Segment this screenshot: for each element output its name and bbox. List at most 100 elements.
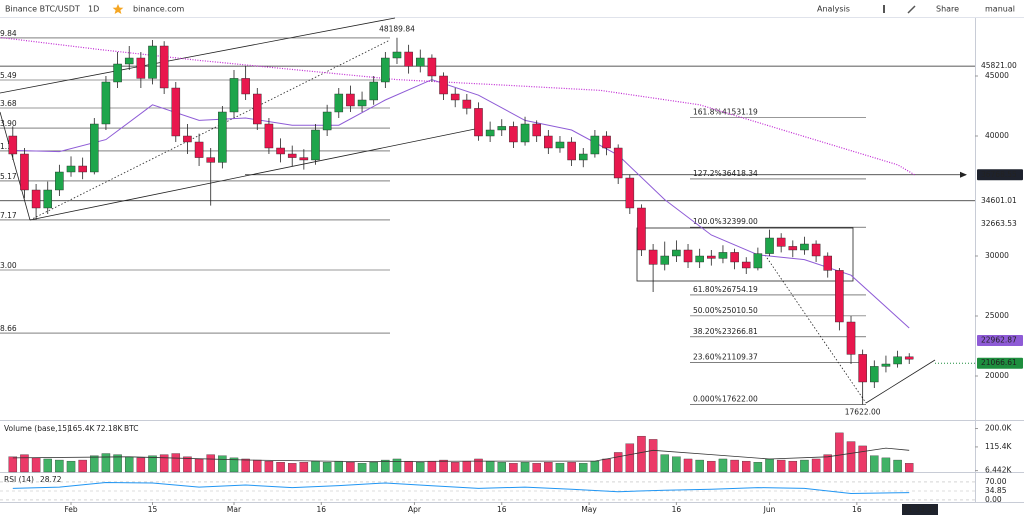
volume-bar [590, 460, 600, 473]
volume-bar [90, 455, 99, 473]
x-tick-label: 16 [852, 505, 862, 514]
time-label: 21:33:37 [903, 505, 937, 514]
moving-average [12, 79, 910, 329]
candle-body [287, 153, 297, 158]
candle-body [520, 123, 530, 143]
fib-percent: 50.00% [693, 306, 722, 315]
volume-bar [707, 460, 716, 473]
volume-bar [43, 458, 52, 473]
volume-bar [299, 462, 309, 473]
fib-label: 3.68 [0, 99, 17, 108]
candle-body [322, 111, 332, 131]
draw-icon[interactable] [907, 5, 916, 14]
candle-body [846, 321, 856, 355]
price-tag [977, 334, 1023, 346]
volume-bar [648, 439, 658, 473]
candle-body [823, 255, 833, 271]
volume-bar [381, 459, 390, 473]
volume-bar [730, 459, 739, 473]
fib-percent: 38.20% [693, 327, 722, 336]
volume-ma [12, 447, 910, 463]
volume-bar [136, 457, 146, 473]
candle-body [718, 252, 728, 259]
candle-body [229, 78, 239, 113]
candle-body [8, 135, 18, 155]
candle-body [637, 207, 646, 251]
candle-body [904, 356, 914, 360]
volume-bar [20, 454, 29, 473]
volume-bar [660, 454, 669, 473]
candle-body [881, 363, 891, 367]
volume-readout: 72.18K [96, 424, 123, 433]
rsi-line [12, 481, 910, 495]
volume-bar [637, 435, 646, 473]
interval[interactable]: 1D [88, 5, 99, 14]
fib-label: 8.66 [0, 324, 17, 333]
candle-body [78, 165, 87, 173]
fib-label: 9.84 [0, 29, 17, 38]
symbol[interactable]: Binance BTC/USDT [5, 5, 80, 14]
candle-body [555, 141, 565, 149]
candle-body [218, 111, 227, 163]
candle-body [43, 189, 53, 209]
fib-percent: 61.80% [693, 285, 722, 294]
arrow-head [960, 171, 967, 178]
volume-bar [264, 460, 274, 473]
volume-bar [613, 452, 623, 473]
volume-bar [113, 454, 122, 473]
candle-body [439, 75, 448, 95]
candle-body [31, 189, 41, 209]
volume-bar [544, 462, 553, 473]
candle-body [148, 45, 157, 79]
rsi-title: RSI (14) [4, 475, 34, 484]
fib-percent: 23.60% [693, 353, 722, 362]
candle-body [427, 57, 437, 77]
volume-bar [322, 462, 332, 473]
candle-body [159, 45, 169, 89]
price-annotation: 17622.00 [845, 408, 881, 417]
candle-icon[interactable] [883, 5, 885, 13]
volume-bar [485, 460, 495, 473]
candle-body [613, 147, 623, 179]
volume-bar [311, 460, 320, 473]
share-button[interactable]: Share [936, 5, 959, 14]
candle-body [788, 246, 798, 251]
fib-percent: 100.0% [693, 217, 722, 226]
candle-body [404, 51, 413, 67]
analysis-button[interactable]: Analysis [817, 5, 850, 14]
candle-body [334, 93, 344, 113]
volume-bar [241, 458, 250, 473]
price-annotation: 48189.84 [379, 25, 415, 34]
fib-label: 5.17 [0, 172, 17, 181]
fib-value: 41531.19 [722, 108, 758, 117]
candle-body [730, 252, 739, 263]
volume-bar [602, 458, 611, 473]
volume-bar [416, 462, 425, 473]
volume-bar [357, 463, 367, 473]
price-label: 34601.01 [981, 196, 1017, 205]
volume-bar [893, 459, 902, 473]
favorite-star[interactable] [112, 4, 124, 14]
volume-bar [579, 463, 588, 473]
site[interactable]: binance.com [133, 5, 185, 14]
volume-bar [206, 454, 215, 473]
volume-bar [31, 457, 41, 473]
candle-body [683, 249, 693, 263]
candle-body [253, 93, 262, 125]
fib-label: 1.13 [0, 142, 17, 151]
y-tick-label: 40000 [985, 131, 1009, 140]
volume-bar [55, 459, 64, 473]
fib-value: 32399.00 [722, 217, 758, 226]
candle-body [776, 237, 786, 247]
volume-bar [881, 457, 891, 473]
fib-value: 17622.00 [722, 395, 758, 404]
y-tick-label: 34.85 [985, 486, 1007, 495]
candle-body [136, 57, 146, 79]
candle-body [695, 255, 704, 263]
volume-bar [78, 459, 87, 473]
user-menu[interactable]: manual [985, 5, 1015, 14]
candle-body [707, 255, 716, 259]
candle-body [241, 78, 250, 95]
volume-bar [66, 460, 76, 473]
candle-body [194, 141, 204, 158]
